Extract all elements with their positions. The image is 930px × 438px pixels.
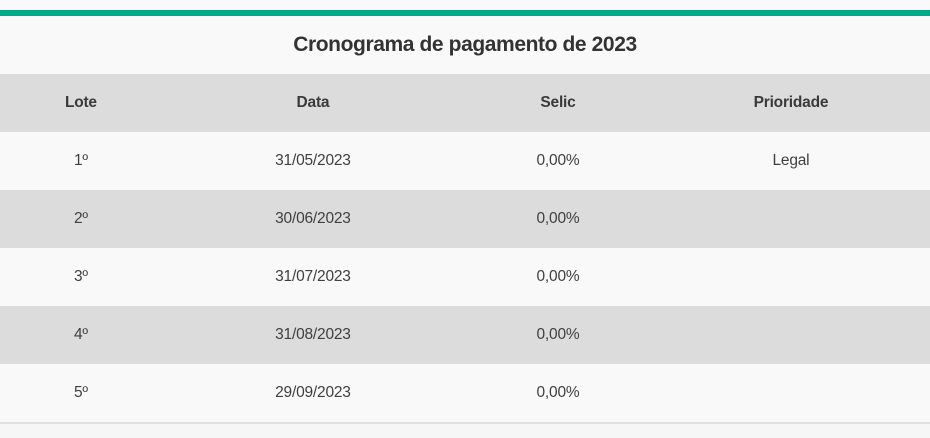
cell-selic: 0,00%	[536, 326, 580, 343]
next-row-partial	[0, 424, 930, 438]
cell-selic: 0,00%	[536, 210, 580, 227]
cell-selic: 0,00%	[536, 152, 580, 169]
cell-data: 31/08/2023	[275, 326, 351, 343]
col-header-data: Data	[296, 94, 330, 111]
cell-prioridade: Legal	[772, 152, 810, 169]
cell-lote: 2º	[73, 210, 88, 227]
table-header-row: Lote Data Selic Prioridade	[0, 74, 930, 132]
cell-data: 31/07/2023	[275, 268, 351, 285]
cell-lote: 4º	[73, 326, 88, 343]
page-title: Cronograma de pagamento de 2023	[293, 33, 637, 56]
col-header-prioridade: Prioridade	[753, 94, 829, 111]
table-row: 1º 31/05/2023 0,00% Legal	[0, 132, 930, 190]
top-spacer	[0, 0, 930, 10]
table-bottom-border	[0, 422, 930, 424]
cell-data: 31/05/2023	[275, 152, 351, 169]
cell-selic: 0,00%	[536, 268, 580, 285]
table-row: 4º 31/08/2023 0,00%	[0, 306, 930, 364]
col-header-lote: Lote	[64, 94, 97, 111]
table-row: 2º 30/06/2023 0,00%	[0, 190, 930, 248]
table-row: 3º 31/07/2023 0,00%	[0, 248, 930, 306]
cell-data: 29/09/2023	[275, 384, 351, 401]
title-bar: Cronograma de pagamento de 2023	[0, 16, 930, 74]
cell-selic: 0,00%	[536, 384, 580, 401]
table-row: 5º 29/09/2023 0,00%	[0, 364, 930, 422]
accent-bar	[0, 10, 930, 16]
cell-lote: 3º	[73, 268, 88, 285]
cell-data: 30/06/2023	[275, 210, 351, 227]
col-header-selic: Selic	[540, 94, 576, 111]
cell-lote: 1º	[73, 152, 88, 169]
cell-lote: 5º	[73, 384, 88, 401]
